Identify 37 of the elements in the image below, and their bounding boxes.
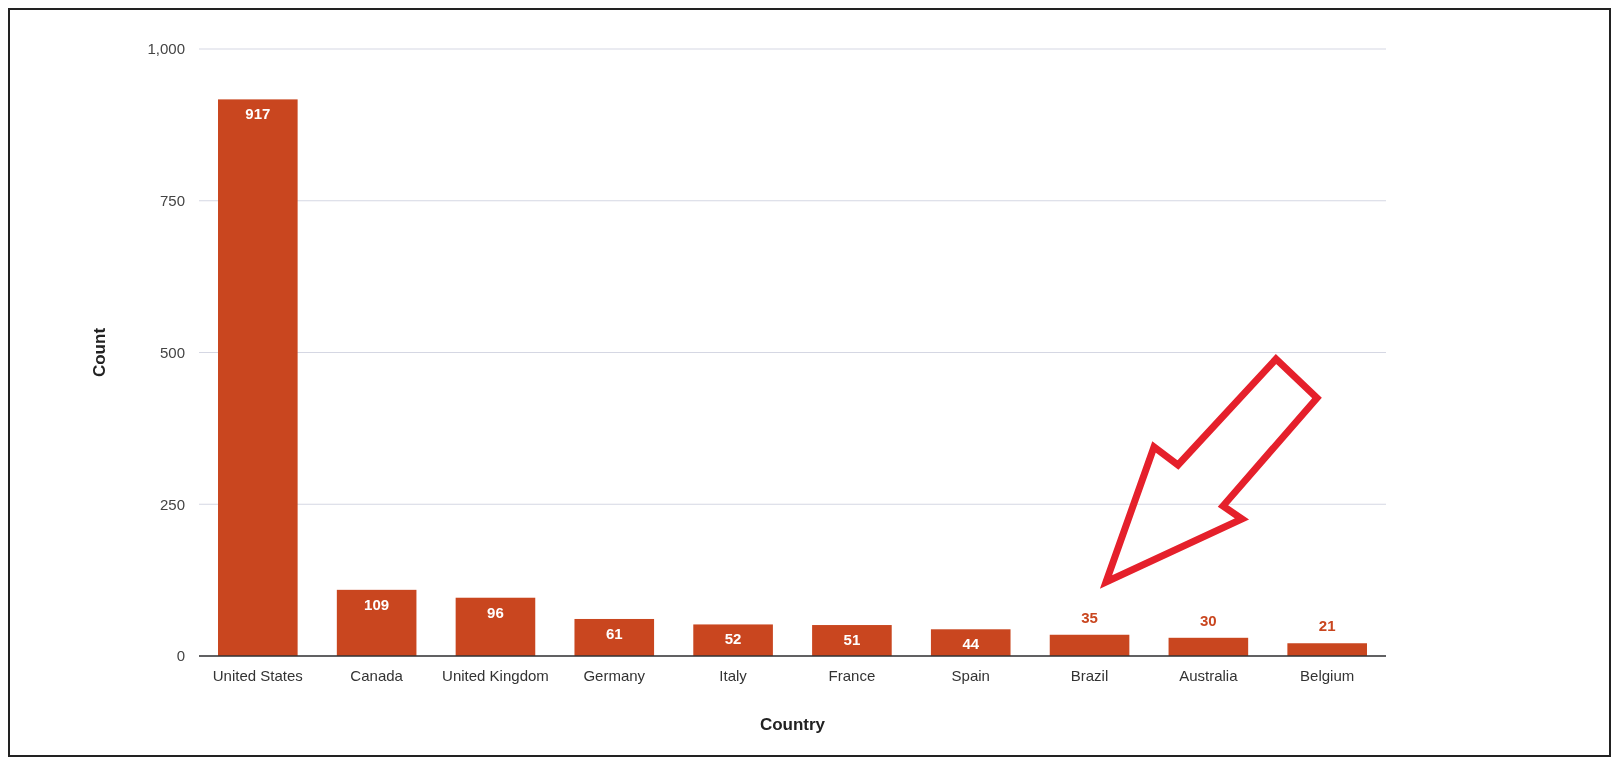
bar xyxy=(574,618,655,656)
x-tick-label: Brazil xyxy=(1070,667,1109,684)
bar xyxy=(812,625,892,656)
data-label: 44 xyxy=(962,635,980,653)
y-tick-label: 0 xyxy=(176,647,185,665)
y-tick-label: 250 xyxy=(159,495,185,513)
bar xyxy=(455,597,536,656)
bar xyxy=(1168,637,1249,656)
data-label: 35 xyxy=(1081,608,1098,626)
data-label: 917 xyxy=(245,105,271,123)
x-tick-label: Canada xyxy=(350,667,404,684)
data-label: 96 xyxy=(487,603,504,621)
x-axis-title: Country xyxy=(759,715,826,734)
data-label: 21 xyxy=(1318,617,1336,635)
data-label: 52 xyxy=(724,630,742,648)
data-label: 61 xyxy=(605,624,623,642)
y-axis-title: Count xyxy=(90,327,109,378)
bar xyxy=(930,629,1011,656)
data-label: 30 xyxy=(1200,611,1217,629)
bar xyxy=(693,624,773,656)
y-tick-label: 500 xyxy=(159,343,185,361)
x-tick-label: France xyxy=(828,667,876,684)
bar xyxy=(218,99,298,656)
x-tick-label: Germany xyxy=(583,667,646,684)
bar xyxy=(336,589,417,656)
x-tick-label: Spain xyxy=(951,667,990,684)
x-tick-label: United States xyxy=(212,667,303,684)
x-tick-label: Italy xyxy=(719,667,748,684)
data-label: 51 xyxy=(843,631,861,649)
bar xyxy=(1049,634,1130,656)
y-tick-label: 1,000 xyxy=(147,40,185,58)
x-tick-label: United Kingdom xyxy=(442,667,549,684)
x-tick-label: Belgium xyxy=(1300,667,1355,684)
x-tick-label: Australia xyxy=(1179,667,1239,684)
data-label: 109 xyxy=(364,595,390,613)
bar xyxy=(1287,643,1367,656)
y-tick-label: 750 xyxy=(159,192,185,209)
